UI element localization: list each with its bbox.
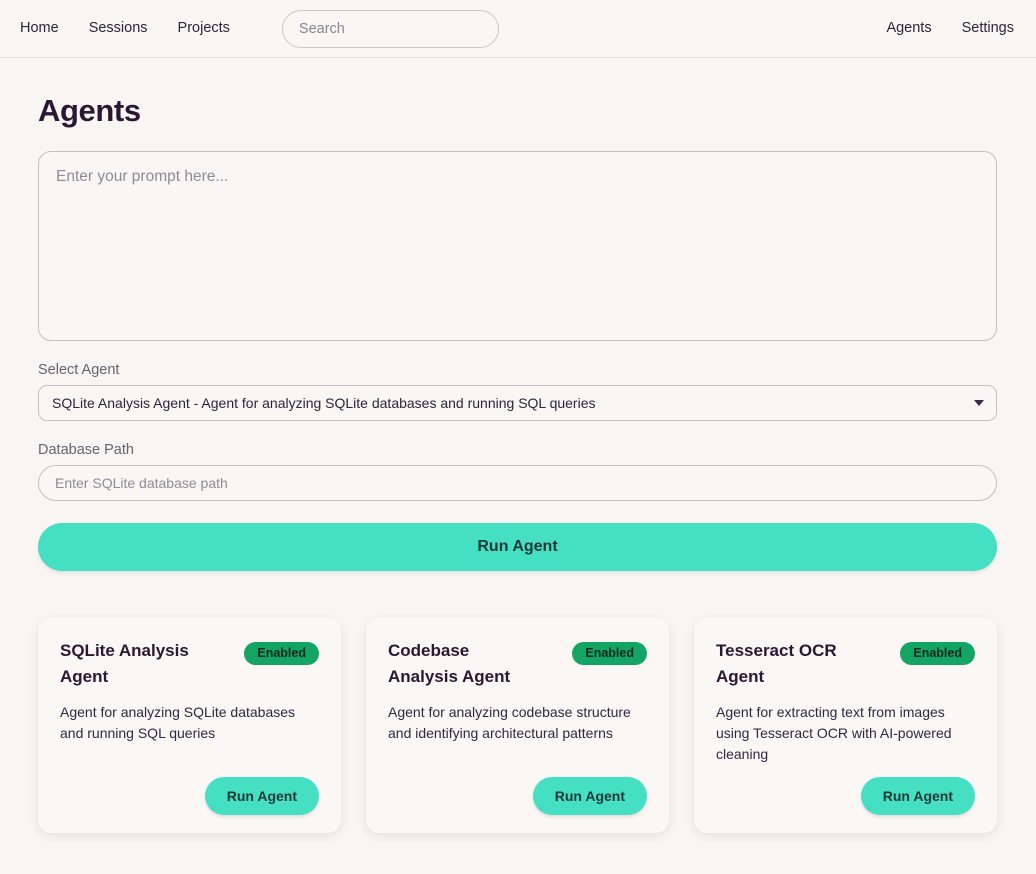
agent-card[interactable]: SQLite Analysis Agent Enabled Agent for … <box>38 618 341 834</box>
card-run-agent-button[interactable]: Run Agent <box>860 777 975 816</box>
card-run-agent-button[interactable]: Run Agent <box>204 777 319 816</box>
nav-link-sessions[interactable]: Sessions <box>88 20 148 37</box>
card-run-agent-button[interactable]: Run Agent <box>532 777 647 816</box>
agent-card-title: Codebase Analysis Agent <box>388 641 511 687</box>
status-badge: Enabled <box>244 642 319 665</box>
select-agent-label: Select Agent <box>38 362 120 379</box>
select-agent-dropdown[interactable]: SQLite Analysis Agent - Agent for analyz… <box>38 385 997 422</box>
nav-right-group: Agents Settings <box>886 21 1014 36</box>
agent-card-header: Tesseract OCR Agent Enabled <box>716 638 975 691</box>
agent-card[interactable]: Codebase Analysis Agent Enabled Agent fo… <box>366 618 669 834</box>
agent-card-footer: Run Agent <box>716 777 975 816</box>
search-input[interactable] <box>281 9 499 48</box>
agent-card-description: Agent for analyzing codebase structure a… <box>388 703 631 742</box>
status-badge: Enabled <box>900 642 975 665</box>
nav-link-settings[interactable]: Settings <box>961 20 1014 37</box>
agent-card-description: Agent for extracting text from images us… <box>716 703 952 763</box>
run-agent-button[interactable]: Run Agent <box>38 523 997 572</box>
nav-link-projects[interactable]: Projects <box>177 20 230 37</box>
agent-card-title: SQLite Analysis Agent <box>60 641 189 687</box>
prompt-textarea[interactable] <box>38 151 997 342</box>
status-badge: Enabled <box>572 642 647 665</box>
page-title: Agents <box>38 93 141 128</box>
agent-card-header: Codebase Analysis Agent Enabled <box>388 638 647 691</box>
top-navbar: Home Sessions Projects Agents Settings <box>0 0 1036 58</box>
agent-card-header: SQLite Analysis Agent Enabled <box>60 638 319 691</box>
page-content: Agents Select Agent SQLite Analysis Agen… <box>0 93 1036 834</box>
database-path-input[interactable] <box>38 465 997 502</box>
agent-card-title: Tesseract OCR Agent <box>716 641 837 687</box>
nav-left-group: Home Sessions Projects <box>20 21 230 36</box>
search-container <box>281 9 499 48</box>
select-agent-container: SQLite Analysis Agent - Agent for analyz… <box>38 385 997 422</box>
nav-link-agents[interactable]: Agents <box>886 20 932 37</box>
agent-card-description: Agent for analyzing SQLite databases and… <box>60 703 296 742</box>
database-path-label: Database Path <box>38 442 134 459</box>
nav-link-home[interactable]: Home <box>20 20 59 37</box>
agent-card-footer: Run Agent <box>388 777 647 816</box>
agent-card-footer: Run Agent <box>60 777 319 816</box>
agent-card[interactable]: Tesseract OCR Agent Enabled Agent for ex… <box>694 618 997 834</box>
agent-cards-grid: SQLite Analysis Agent Enabled Agent for … <box>38 618 998 834</box>
